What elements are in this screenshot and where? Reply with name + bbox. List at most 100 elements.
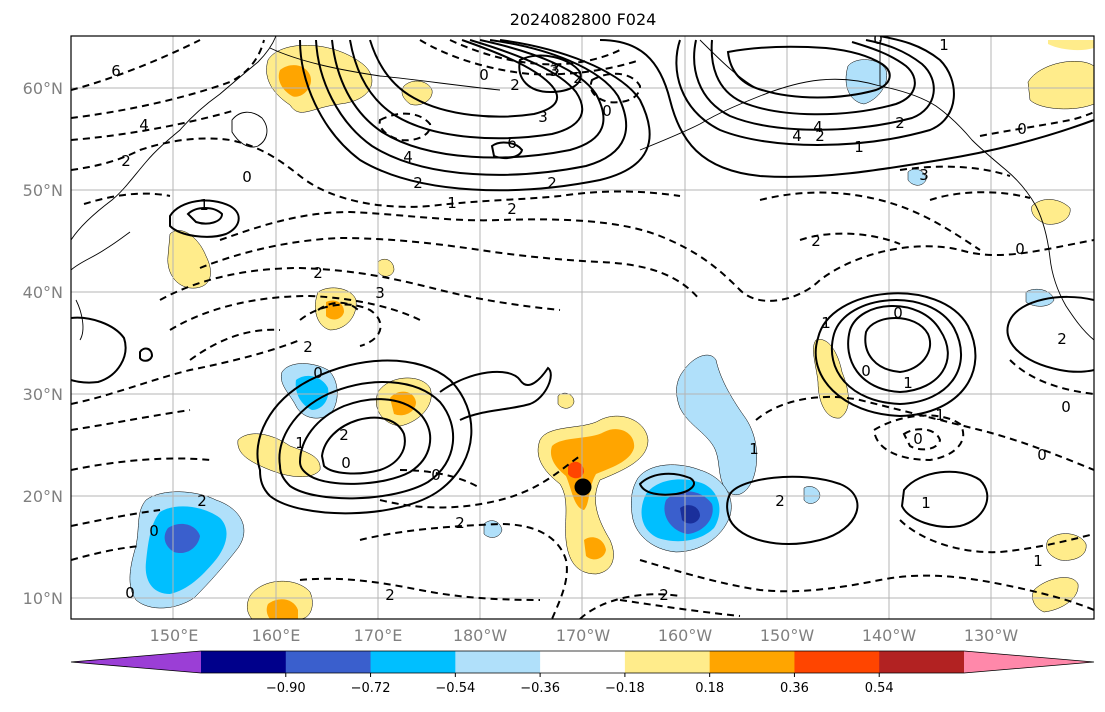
contour-label: 4: [403, 148, 413, 166]
colorbar-tick-label: −0.90: [266, 681, 306, 696]
contour-label: 3: [550, 60, 560, 78]
contour-label: 3: [538, 108, 548, 126]
contour-label: 2: [811, 232, 821, 250]
contour-label: 1: [854, 138, 864, 156]
contour-label: 0: [313, 364, 323, 382]
colorbar-tick-label: −0.72: [351, 681, 391, 696]
colorbar-swatch: [540, 651, 626, 673]
lat-label: 40°N: [23, 283, 63, 302]
contour-label: 1: [821, 314, 831, 332]
lon-label: 150°E: [150, 626, 199, 645]
colorbar-tick-label: 0.54: [865, 681, 894, 696]
contour-label: 0: [1015, 240, 1025, 258]
contour-label: 1: [199, 196, 209, 214]
colorbar-swatch: [879, 651, 965, 673]
colorbar-swatch: [794, 651, 880, 673]
contour-label: 0: [1037, 446, 1047, 464]
contour-label: 1: [1033, 552, 1043, 570]
contour-label: 1: [447, 194, 457, 212]
contour-label: 2: [313, 264, 323, 282]
contour-label: 0: [1017, 120, 1027, 138]
lon-label: 170°W: [556, 626, 611, 645]
colorbar-swatch: [370, 651, 456, 673]
contour-label: 0: [431, 466, 441, 484]
contour-label: 3: [549, 62, 559, 80]
contour-label: 1: [903, 374, 913, 392]
contour-label: 2: [385, 586, 395, 604]
contour-label: 0: [861, 362, 871, 380]
contour-label: 2: [303, 338, 313, 356]
contour-label: 4: [813, 118, 823, 136]
colorbar-swatch: [709, 651, 795, 673]
contour-label: 1: [935, 406, 945, 424]
lon-label: 130°W: [964, 626, 1019, 645]
colorbar: −0.90 −0.72 −0.54 −0.36 −0.18 0.18 0.36 0.54: [70, 650, 1095, 696]
contour-label: 1: [295, 434, 305, 452]
contour-label: 1: [921, 494, 931, 512]
contour-label: 0: [125, 584, 135, 602]
lon-label: 160°W: [658, 626, 713, 645]
lat-label: 20°N: [23, 487, 63, 506]
contour-label: 1: [749, 440, 759, 458]
contour-label: 0: [873, 30, 883, 48]
longitude-labels: 150°E 160°E 170°E 180°W 170°W 160°W 150°…: [150, 626, 1019, 645]
contour-label: 2: [121, 152, 131, 170]
dashed-contours: [71, 39, 1094, 619]
contour-label: 4: [139, 116, 149, 134]
lon-label: 160°E: [252, 626, 301, 645]
contour-label: 2: [339, 426, 349, 444]
colorbar-swatch: [201, 651, 287, 673]
colorbar-tick-label: 0.18: [695, 681, 724, 696]
colorbar-swatch: [285, 651, 372, 673]
shaded-negative: [129, 59, 1055, 609]
contour-label: 2: [547, 174, 557, 192]
contour-label: 3: [375, 284, 385, 302]
contour-label: 2: [775, 492, 785, 510]
lon-label: 170°E: [354, 626, 403, 645]
contour-label: 2: [1057, 330, 1067, 348]
contour-label: 3: [919, 166, 929, 184]
lat-label: 50°N: [23, 181, 63, 200]
lon-label: 150°W: [760, 626, 815, 645]
contour-label: 6: [507, 134, 517, 152]
lat-label: 60°N: [23, 79, 63, 98]
storm-center-marker: [574, 478, 592, 496]
contour-label: 0: [149, 522, 159, 540]
latitude-labels: 60°N 50°N 40°N 30°N 20°N 10°N: [23, 79, 63, 608]
contour-label: 2: [413, 174, 423, 192]
contour-label: 2: [507, 200, 517, 218]
contour-label: 0: [479, 66, 489, 84]
solid-contours: [71, 36, 1094, 545]
contour-label: 4: [792, 127, 802, 145]
contour-label: 1: [939, 36, 949, 54]
colorbar-swatch: [455, 651, 541, 673]
contour-label: 2: [197, 492, 207, 510]
colorbar-tick-label: −0.54: [435, 681, 475, 696]
contour-label: 0: [242, 168, 252, 186]
contour-label: 6: [111, 62, 121, 80]
map-frame: [70, 35, 1095, 620]
lat-label: 10°N: [23, 589, 63, 608]
contour-label: 2: [895, 114, 905, 132]
colorbar-tick-label: −0.36: [520, 681, 560, 696]
lon-label: 140°W: [862, 626, 917, 645]
contour-label: 0: [602, 102, 612, 120]
contour-label: 0: [341, 454, 351, 472]
contour-label: 2: [815, 127, 825, 145]
colorbar-extend-min: [71, 651, 201, 673]
contour-label: 0: [913, 430, 923, 448]
contour-label: 0: [893, 304, 903, 322]
contour-label: 0: [1061, 398, 1071, 416]
graticule: [71, 36, 1094, 619]
colorbar-tick-label: 0.36: [780, 681, 809, 696]
colorbar-swatch: [624, 651, 711, 673]
contour-label: 2: [573, 69, 583, 87]
colorbar-tick-label: −0.18: [605, 681, 645, 696]
contour-label: 2: [455, 514, 465, 532]
map-title: 2024082800 F024: [510, 10, 657, 29]
contour-label: 2: [659, 586, 669, 604]
lat-label: 30°N: [23, 385, 63, 404]
